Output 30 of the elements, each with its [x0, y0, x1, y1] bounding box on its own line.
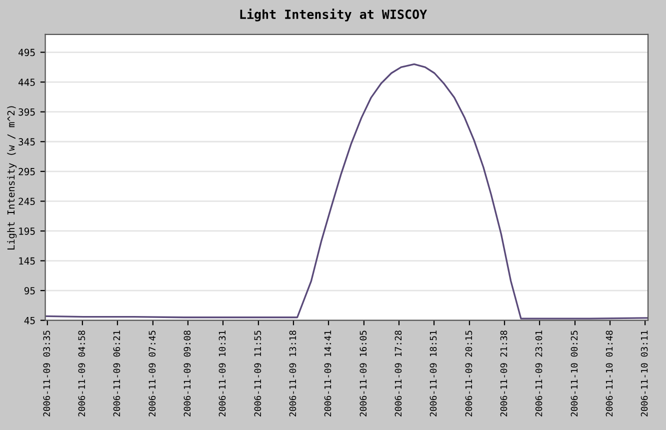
x-tick-label: 2006-11-09 21:38 — [500, 330, 508, 416]
x-tick-label: 2006-11-09 18:51 — [430, 330, 437, 416]
y-tick-label: 45 — [24, 316, 35, 324]
x-tick-label: 2006-11-10 00:25 — [570, 330, 578, 416]
x-tick-label: 2006-11-09 04:58 — [78, 330, 86, 416]
y-tick-label: 145 — [19, 257, 35, 265]
x-tick-label: 2006-11-09 13:18 — [289, 330, 296, 416]
x-tick-label: 2006-11-09 20:15 — [465, 330, 472, 416]
x-tick-label: 2006-11-09 17:28 — [394, 330, 402, 416]
y-tick-label: 295 — [18, 168, 35, 176]
y-tick-label: 395 — [18, 108, 35, 116]
x-tick-label: 2006-11-09 09:08 — [184, 330, 191, 416]
chart-title: Light Intensity at WISCOY — [240, 8, 428, 22]
x-tick-label: 2006-11-09 03:35 — [43, 330, 50, 416]
x-tick-label: 2006-11-09 23:01 — [535, 330, 542, 416]
x-tick-label: 2006-11-09 07:45 — [148, 330, 156, 416]
y-axis-title: Light Intensity (w / m^2) — [7, 106, 17, 250]
x-tick-label: 2006-11-09 14:41 — [324, 330, 332, 416]
y-tick-label: 495 — [18, 48, 35, 56]
x-tick-label: 2006-11-09 10:31 — [218, 330, 226, 416]
x-tick-label: 2006-11-09 06:21 — [113, 330, 120, 416]
y-tick-label: 95 — [24, 287, 35, 294]
y-tick-label: 245 — [18, 198, 35, 206]
x-tick-label: 2006-11-09 16:05 — [360, 330, 367, 416]
y-tick-label: 195 — [19, 227, 35, 235]
y-tick-label: 445 — [18, 78, 35, 86]
x-tick-label: 2006-11-10 01:48 — [606, 330, 613, 416]
y-tick-label: 345 — [18, 138, 35, 146]
x-tick-label: 2006-11-10 03:11 — [640, 330, 648, 416]
x-tick-label: 2006-11-09 11:55 — [254, 330, 262, 416]
